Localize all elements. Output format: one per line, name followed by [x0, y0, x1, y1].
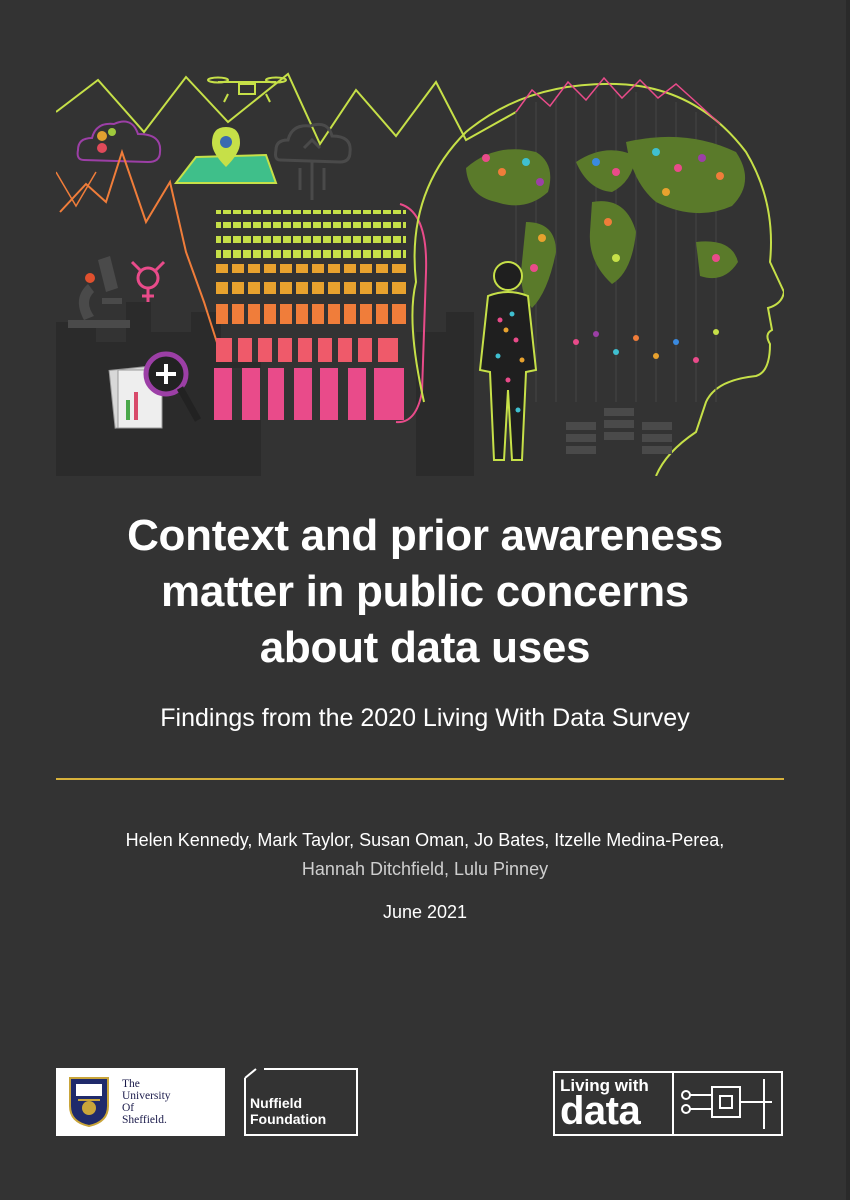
circuit-person-icon — [478, 261, 538, 461]
sheffield-line: Of — [122, 1102, 135, 1114]
chip-circuit-icon — [681, 1079, 772, 1129]
gender-symbol-icon — [130, 260, 166, 302]
authors: Helen Kennedy, Mark Taylor, Susan Oman, … — [40, 826, 810, 884]
university-of-sheffield-logo: The University Of Sheffield. — [56, 1068, 225, 1136]
cloud-gears-icon — [76, 120, 162, 164]
server-icon — [566, 408, 672, 454]
divider-rule — [56, 778, 784, 780]
title-line: about data uses — [259, 623, 591, 672]
title-line: matter in public concerns — [161, 567, 689, 616]
sheffield-line: Sheffield. — [122, 1114, 167, 1126]
nuffield-line: Foundation — [250, 1111, 327, 1127]
report-title: Context and prior awareness matter in pu… — [40, 508, 810, 676]
people-rows-icon — [214, 210, 406, 420]
magnifier-chart-icon — [108, 351, 202, 429]
map-pin-icon — [173, 127, 278, 184]
nuffield-line: Nuffield — [250, 1095, 303, 1111]
authors-line: Helen Kennedy, Mark Taylor, Susan Oman, … — [125, 830, 725, 850]
microscope-icon — [68, 256, 130, 328]
publication-date: June 2021 — [382, 902, 468, 922]
sheffield-line: University — [122, 1090, 171, 1102]
lwd-wordmark-bottom: data — [560, 1089, 641, 1133]
title-line: Context and prior awareness — [127, 511, 723, 560]
lwd-divider — [672, 1073, 674, 1134]
sheffield-line: The — [122, 1078, 140, 1090]
living-with-data-logo: Living with data — [553, 1071, 783, 1136]
nuffield-frame-icon — [244, 1068, 358, 1136]
cover-illustration — [56, 72, 784, 476]
drone-icon — [207, 76, 287, 103]
authors-line: Hannah Ditchfield, Lulu Pinney — [301, 859, 549, 879]
shield-icon — [69, 1077, 109, 1128]
report-subtitle: Findings from the 2020 Living With Data … — [160, 704, 690, 732]
lwd-wordmark-top: Living with — [560, 1076, 649, 1095]
trend-line-icon — [56, 72, 517, 147]
human-head-world-map-icon — [411, 76, 784, 476]
nuffield-wordmark: Nuffield Foundation — [250, 1095, 326, 1127]
cloud-upload-icon — [274, 122, 352, 200]
nuffield-foundation-logo: Nuffield Foundation — [244, 1068, 358, 1136]
sheffield-wordmark: The University Of Sheffield. — [122, 1078, 171, 1126]
